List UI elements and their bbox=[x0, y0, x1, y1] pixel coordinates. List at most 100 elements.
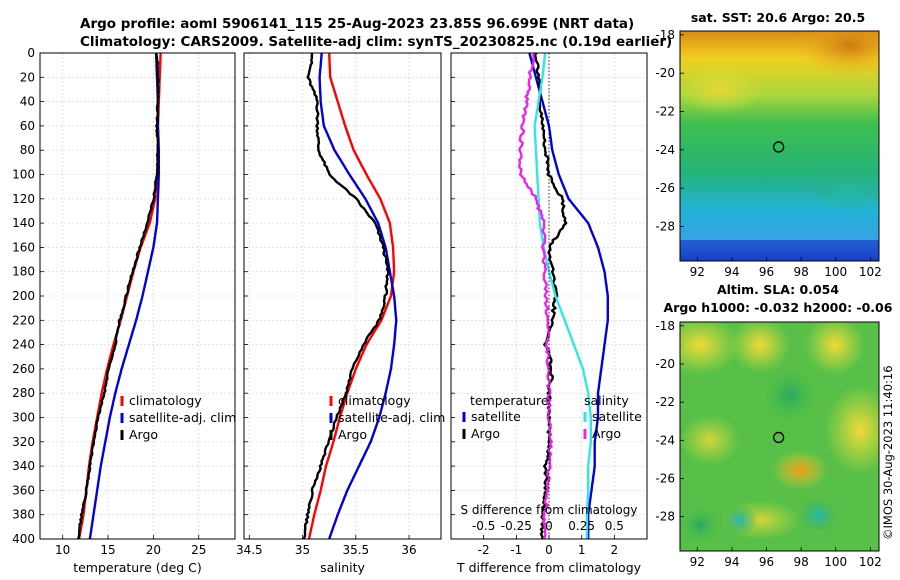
x-tick-label: 0 bbox=[545, 543, 553, 557]
y-tick-label: 240 bbox=[12, 338, 35, 352]
legend-label: climatology bbox=[338, 393, 411, 408]
legend-label: Argo bbox=[592, 426, 621, 441]
series-line-t-satellite bbox=[528, 52, 609, 539]
series-line-climatology bbox=[307, 52, 396, 540]
legend-label: satellite bbox=[471, 409, 521, 424]
map-y-tick-label: -28 bbox=[655, 220, 675, 234]
x-tick-label: 36 bbox=[401, 543, 416, 557]
y-tick-label: 120 bbox=[12, 192, 35, 206]
legend-label: Argo bbox=[129, 427, 158, 442]
y-tick-label: 0 bbox=[27, 46, 35, 60]
sst-map-axes: 92 94 96 98 100 102 -18 -20 -22 -24 -26 -28 bbox=[655, 28, 881, 279]
sst-map-title: sat. SST: 20.6 Argo: 20.5 bbox=[691, 10, 865, 25]
map-x-tick-label: 94 bbox=[724, 555, 739, 569]
map-x-tick-label: 100 bbox=[824, 555, 847, 569]
legend-label: climatology bbox=[129, 393, 202, 408]
sla-high-patch bbox=[772, 450, 828, 490]
map-y-tick-label: -24 bbox=[655, 143, 675, 157]
float-location-marker bbox=[772, 431, 785, 444]
legend-title-temperature: temperature bbox=[470, 393, 549, 408]
y-tick-label: 80 bbox=[20, 143, 35, 157]
x-tick-label: -2 bbox=[478, 543, 490, 557]
header-line-1: Argo profile: aoml 5906141_115 25-Aug-20… bbox=[80, 16, 634, 32]
map-y-tick-label: -22 bbox=[655, 395, 675, 409]
map-x-tick-label: 92 bbox=[690, 265, 705, 279]
map-y-tick-label: -22 bbox=[655, 105, 675, 119]
header-line-2: Climatology: CARS2009. Satellite-adj cli… bbox=[80, 34, 672, 50]
y-tick-label: 320 bbox=[12, 435, 35, 449]
map-x-tick-label: 98 bbox=[793, 555, 808, 569]
x-axis-label: temperature (deg C) bbox=[73, 560, 202, 575]
map-y-tick-label: -26 bbox=[655, 471, 675, 485]
panel-frame bbox=[39, 52, 236, 540]
x-tick-label: 20 bbox=[146, 543, 161, 557]
x-tick-label: 15 bbox=[100, 543, 115, 557]
top-tick-label: 0.25 bbox=[568, 519, 595, 533]
map-x-tick-label: 100 bbox=[824, 265, 847, 279]
top-tick-label: -0.25 bbox=[501, 519, 532, 533]
legend-label: satellite-adj. clim bbox=[338, 410, 445, 425]
map-x-tick-label: 102 bbox=[859, 265, 882, 279]
top-tick-label: -0.5 bbox=[472, 519, 495, 533]
map-y-tick-label: -20 bbox=[655, 357, 675, 371]
y-tick-label: 400 bbox=[12, 532, 35, 546]
x-tick-label: 10 bbox=[55, 543, 70, 557]
map-y-tick-label: -24 bbox=[655, 433, 675, 447]
series-line-s-satellite bbox=[533, 52, 592, 539]
temperature-profile-panel: 0 20 40 60 80 100 120 140 160 180 200 220 240 260 280 3… bbox=[12, 46, 236, 575]
panel-frame bbox=[450, 52, 648, 540]
x-axis-label: salinity bbox=[320, 560, 365, 575]
map-y-tick-label: -20 bbox=[655, 66, 675, 80]
y-tick-label: 280 bbox=[12, 386, 35, 400]
top-tick-label: 0.5 bbox=[605, 519, 624, 533]
salinity-profile-panel: 34.5 35 35.5 36 salinity climatology satellite… bbox=[236, 52, 445, 575]
sla-map-subtitle: Argo h1000: -0.032 h2000: -0.06 bbox=[664, 300, 893, 315]
difference-profile-panel: -2 -1 0 1 2 T difference from climatology S di… bbox=[450, 52, 648, 575]
map-x-tick-label: 94 bbox=[724, 265, 739, 279]
sla-map-axes: 92 94 96 98 100 102 -18 -20 -22 -24 -26 -28 bbox=[655, 319, 881, 569]
y-tick-label: 160 bbox=[12, 240, 35, 254]
x-tick-label: 34.5 bbox=[236, 543, 263, 557]
series-line-satellite-adj-clim bbox=[318, 52, 398, 540]
legend-label: satellite-adj. clim bbox=[129, 410, 236, 425]
map-x-tick-label: 96 bbox=[759, 555, 774, 569]
x-tick-label: 25 bbox=[191, 543, 206, 557]
x-tick-label: 1 bbox=[578, 543, 586, 557]
credit-text: ©IMOS 30-Aug-2023 11:40:16 bbox=[881, 365, 895, 540]
sla-map-title: Altim. SLA: 0.054 bbox=[717, 282, 839, 297]
map-y-tick-label: -28 bbox=[655, 510, 675, 524]
y-tick-label: 20 bbox=[20, 70, 35, 84]
panel-frame bbox=[243, 52, 442, 540]
series-line-argo bbox=[76, 52, 160, 540]
x-tick-label: 35.5 bbox=[342, 543, 369, 557]
y-tick-label: 140 bbox=[12, 216, 35, 230]
sst-map-panel: sat. SST: 20.6 Argo: 20.5 92 94 96 98 100 102… bbox=[655, 10, 881, 279]
y-tick-label: 180 bbox=[12, 265, 35, 279]
map-x-tick-label: 98 bbox=[793, 265, 808, 279]
x-tick-label: -1 bbox=[510, 543, 522, 557]
top-tick-label: 0 bbox=[545, 519, 553, 533]
x-tick-label: 2 bbox=[611, 543, 619, 557]
y-tick-label: 260 bbox=[12, 362, 35, 376]
top-axis-label: S difference from climatology bbox=[461, 503, 638, 517]
legend-label: satellite bbox=[592, 409, 642, 424]
y-tick-label: 200 bbox=[12, 289, 35, 303]
y-tick-label: 40 bbox=[20, 95, 35, 109]
map-x-tick-label: 92 bbox=[690, 555, 705, 569]
y-tick-label: 360 bbox=[12, 483, 35, 497]
map-y-tick-label: -26 bbox=[655, 181, 675, 195]
x-tick-label: 35 bbox=[295, 543, 310, 557]
legend-title-salinity: salinity bbox=[584, 393, 629, 408]
y-tick-label: 340 bbox=[12, 459, 35, 473]
map-y-tick-label: -18 bbox=[655, 28, 675, 42]
map-y-tick-label: -18 bbox=[655, 319, 675, 333]
sla-map-panel: Altim. SLA: 0.054 Argo h1000: -0.032 h20… bbox=[655, 282, 893, 569]
x-axis-label: T difference from climatology bbox=[456, 560, 642, 575]
map-x-tick-label: 96 bbox=[759, 265, 774, 279]
series-line-argo bbox=[302, 52, 390, 540]
y-tick-label: 220 bbox=[12, 313, 35, 327]
y-tick-label: 100 bbox=[12, 168, 35, 182]
sst-warm-patch bbox=[795, 31, 879, 77]
y-tick-label: 60 bbox=[20, 119, 35, 133]
